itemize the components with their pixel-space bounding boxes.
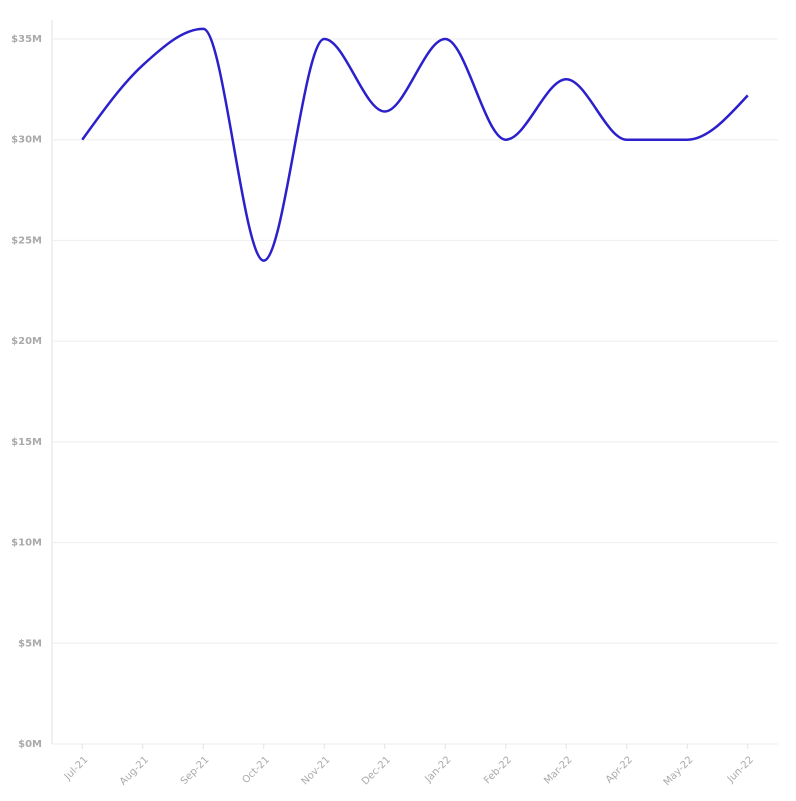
- x-tick-label: Mar-22: [542, 754, 574, 786]
- x-tick-label: Jan-22: [423, 754, 454, 785]
- y-tick-label: $5M: [18, 638, 42, 649]
- y-tick-label: $15M: [11, 437, 42, 448]
- y-tick-label: $20M: [11, 336, 42, 347]
- x-tick-label: Aug-21: [118, 754, 151, 787]
- x-tick-label: Jun-22: [725, 754, 756, 785]
- x-tick-label: Jul-21: [62, 754, 91, 783]
- x-tick-label: Feb-22: [482, 754, 514, 786]
- x-tick-label: May-22: [662, 754, 696, 788]
- x-tick-label: Oct-21: [240, 754, 272, 786]
- y-tick-label: $25M: [11, 235, 42, 246]
- line: [81, 27, 749, 262]
- x-tick-label: Apr-22: [604, 754, 635, 785]
- y-tick-label: $0M: [18, 739, 42, 750]
- y-tick-label: $35M: [11, 34, 42, 45]
- x-tick-label: Sep-21: [179, 754, 212, 787]
- x-tick-label: Nov-21: [300, 754, 333, 787]
- x-tick-label: Dec-21: [360, 754, 393, 787]
- y-tick-label: $10M: [11, 538, 42, 549]
- y-tick-label: $30M: [11, 135, 42, 146]
